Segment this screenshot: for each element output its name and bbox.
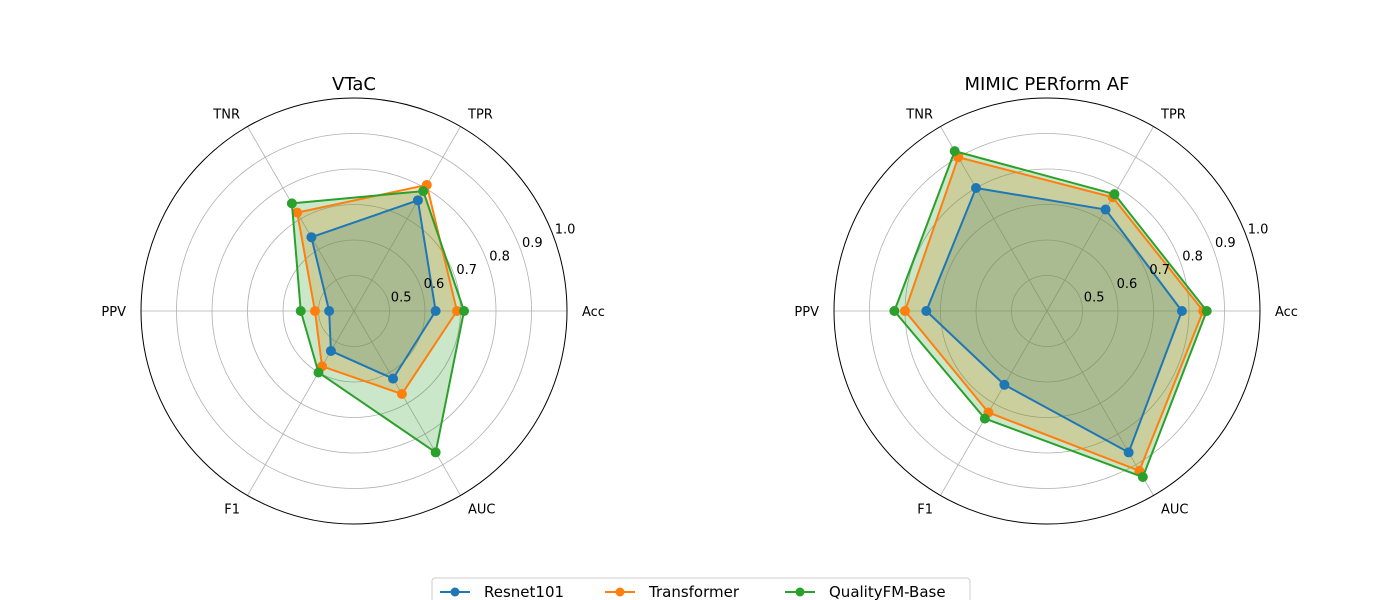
chart-title: MIMIC PERform AF <box>964 74 1129 95</box>
point-resnet101-ppv <box>921 306 932 316</box>
axis-label-ppv: PPV <box>101 305 126 320</box>
grid-spoke <box>353 126 461 312</box>
axis-label-tnr: TNR <box>905 108 933 123</box>
legend-label-qualityfm-base: QualityFM-Base <box>829 583 946 600</box>
point-qualityfm-base-auc <box>430 447 441 458</box>
radial-tick-label: 0.6 <box>424 277 445 292</box>
radial-tick-label: 0.5 <box>391 290 412 305</box>
point-resnet101-f1 <box>325 345 336 356</box>
series-area-qualityfm-base <box>291 191 465 453</box>
grid-spoke <box>940 310 1048 496</box>
point-transformer-auc <box>396 389 407 400</box>
legend-label-resnet101: Resnet101 <box>484 583 564 600</box>
legend: Resnet101 Transformer QualityFM-Base <box>431 577 971 600</box>
legend-label-transformer: Transformer <box>648 583 740 600</box>
point-qualityfm-base-tnr <box>286 198 297 209</box>
axis-label-acc: Acc <box>582 305 605 320</box>
legend-frame <box>431 577 971 600</box>
series-area-resnet101 <box>311 200 436 379</box>
axis-label-auc: AUC <box>1161 502 1189 517</box>
radial-tick-label: 0.8 <box>1182 250 1203 265</box>
polar-frame <box>140 97 568 525</box>
radial-tick-label: 0.6 <box>1117 277 1138 292</box>
point-resnet101-tpr <box>1100 204 1111 215</box>
radial-tick-label: 1.0 <box>1248 222 1269 237</box>
legend-marker-resnet101 <box>450 587 460 597</box>
point-resnet101-auc <box>1123 447 1134 458</box>
axis-label-tpr: TPR <box>1160 108 1186 123</box>
radial-tick-label: 0.9 <box>1215 236 1236 251</box>
chart-title: VTaC <box>332 74 376 95</box>
radial-tick-label: 0.7 <box>456 263 477 278</box>
point-resnet101-acc <box>430 306 441 316</box>
point-transformer-ppv <box>900 306 910 316</box>
polar-frame <box>833 97 1261 525</box>
radar-chart-mimic-perform-af: MIMIC PERform AF 0.5 0.6 0.7 0.8 0.9 1.0 Acc TP… <box>794 74 1298 525</box>
point-qualityfm-base-tpr <box>418 186 429 197</box>
axis-label-auc: AUC <box>468 502 496 517</box>
radial-tick-label: 0.9 <box>522 236 543 251</box>
point-qualityfm-base-tnr <box>949 146 960 157</box>
point-qualityfm-base-ppv <box>889 306 900 316</box>
point-qualityfm-base-auc <box>1137 472 1148 483</box>
point-resnet101-ppv <box>324 306 335 316</box>
legend-marker-qualityfm-base <box>795 587 805 597</box>
point-resnet101-tnr <box>971 183 981 194</box>
axis-label-tnr: TNR <box>212 108 240 123</box>
point-resnet101-tnr <box>306 232 317 243</box>
point-transformer-tnr <box>292 207 303 218</box>
point-qualityfm-base-ppv <box>295 306 306 316</box>
point-qualityfm-base-tpr <box>1109 189 1120 200</box>
radial-tick-label: 0.8 <box>489 250 510 265</box>
axis-label-tpr: TPR <box>467 108 493 123</box>
point-qualityfm-base-acc <box>459 306 470 316</box>
axis-label-f1: F1 <box>224 502 240 517</box>
radial-tick-label: 0.5 <box>1084 290 1105 305</box>
point-resnet101-tpr <box>412 195 423 206</box>
point-qualityfm-base-f1 <box>979 413 990 424</box>
grid-spoke <box>353 310 461 496</box>
grid-spoke <box>247 126 355 312</box>
point-qualityfm-base-f1 <box>313 367 324 378</box>
series-area-transformer <box>905 157 1204 471</box>
grid-spoke <box>1046 126 1154 312</box>
point-transformer-ppv <box>309 306 320 316</box>
series-area-qualityfm-base <box>894 151 1207 478</box>
legend-marker-transformer <box>615 587 625 597</box>
grid-spoke <box>247 310 355 496</box>
radar-chart-vtac: VTaC 0.5 0.6 0.7 0.8 0.9 1.0 Acc TPR TNR PPV F1 AUC <box>101 74 605 525</box>
series-area-resnet101 <box>926 188 1182 453</box>
grid-spoke <box>1046 310 1154 496</box>
axis-label-ppv: PPV <box>794 305 819 320</box>
axis-label-acc: Acc <box>1275 305 1298 320</box>
axis-label-f1: F1 <box>917 502 933 517</box>
point-qualityfm-base-acc <box>1201 306 1212 316</box>
point-resnet101-acc <box>1176 306 1187 316</box>
point-resnet101-auc <box>388 373 399 384</box>
radial-tick-label: 0.7 <box>1149 263 1170 278</box>
point-resnet101-f1 <box>999 379 1010 390</box>
radial-tick-label: 1.0 <box>555 222 576 237</box>
